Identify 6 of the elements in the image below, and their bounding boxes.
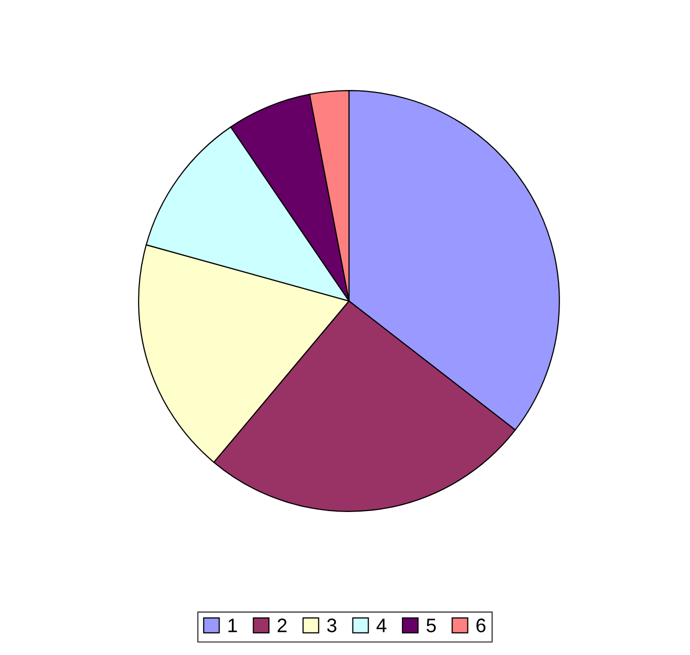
legend-label: 5 [426, 618, 436, 632]
legend-label: 3 [327, 618, 336, 632]
legend-label: 6 [476, 618, 486, 632]
legend-label: 1 [228, 618, 237, 632]
legend-label: 4 [376, 618, 386, 632]
legend-label: 2 [278, 618, 287, 632]
